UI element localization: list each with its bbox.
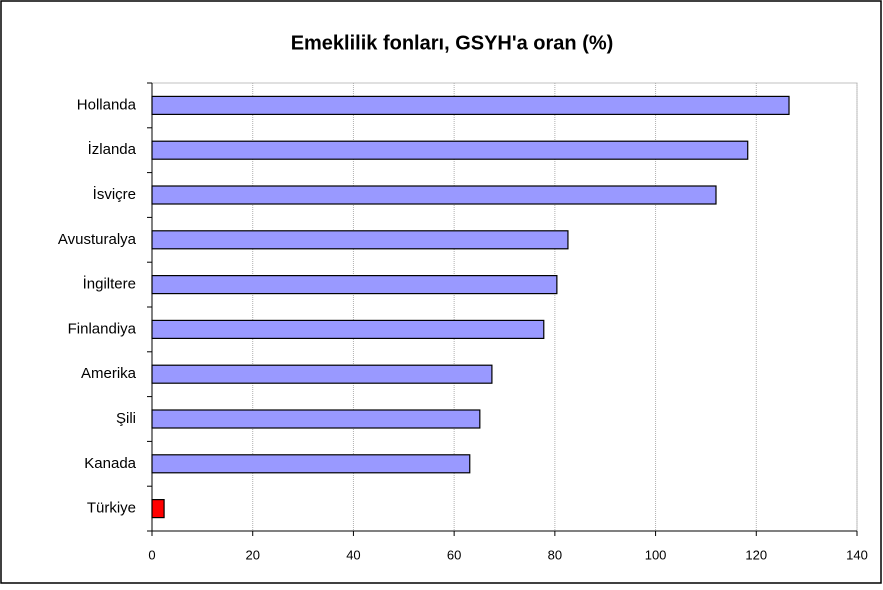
y-tick-label: Şili xyxy=(116,410,136,427)
x-tick-label: 80 xyxy=(548,547,562,562)
x-tick-label: 0 xyxy=(148,547,155,562)
chart-title: Emeklilik fonları, GSYH'a oran (%) xyxy=(291,32,614,54)
bar xyxy=(151,364,493,384)
y-tick-label: Avusturalya xyxy=(58,231,137,248)
x-tick-label: 100 xyxy=(645,547,667,562)
bar xyxy=(151,499,165,519)
bar xyxy=(151,230,569,250)
bar xyxy=(151,140,749,160)
y-tick-label: Amerika xyxy=(81,365,137,382)
y-tick-label: Türkiye xyxy=(87,500,136,517)
x-tick-label: 120 xyxy=(745,547,767,562)
y-tick-label: İsviçre xyxy=(93,185,136,203)
bar xyxy=(151,185,717,205)
x-tick-label: 20 xyxy=(245,547,259,562)
x-tick-label: 140 xyxy=(846,547,868,562)
bar xyxy=(151,275,558,295)
x-tick-label: 40 xyxy=(346,547,360,562)
y-tick-label: Kanada xyxy=(84,455,136,472)
y-tick-label: Finlandiya xyxy=(68,320,137,337)
y-tick-label: İngiltere xyxy=(83,275,136,293)
y-tick-label: İzlanda xyxy=(88,140,137,158)
bar xyxy=(151,454,471,474)
x-tick-label: 60 xyxy=(447,547,461,562)
bar xyxy=(151,95,790,116)
y-tick-label: Hollanda xyxy=(77,96,137,113)
bar xyxy=(151,409,481,429)
bar xyxy=(151,319,545,339)
